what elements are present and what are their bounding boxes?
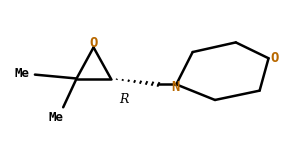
Text: N: N: [172, 80, 180, 94]
Text: Me: Me: [48, 111, 63, 124]
Text: R: R: [120, 93, 129, 106]
Text: O: O: [270, 51, 279, 65]
Text: Me: Me: [15, 67, 30, 80]
Text: O: O: [89, 36, 98, 50]
